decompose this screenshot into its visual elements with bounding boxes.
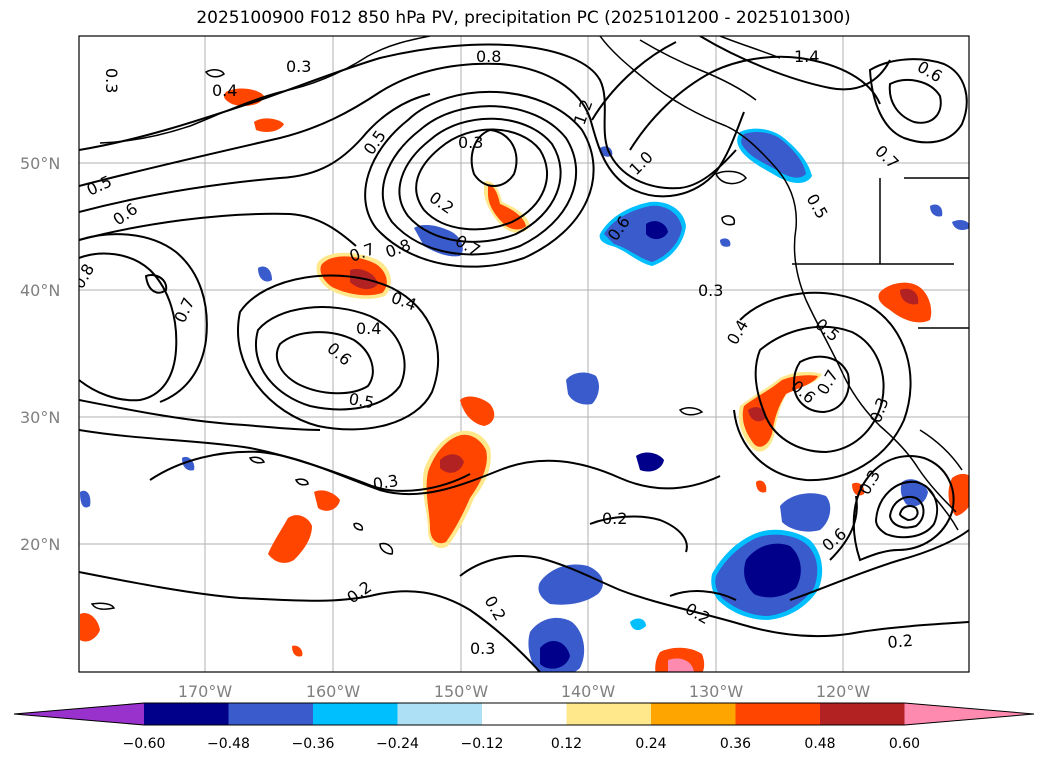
- colorbar-tick-label: 0.48: [804, 736, 835, 752]
- colorbar-bin: [397, 703, 482, 725]
- colorbar-extend-min: [14, 703, 144, 725]
- map-panel: [79, 36, 969, 672]
- colorbar-tick-label: −0.48: [207, 736, 250, 752]
- lat-label-40n: 40°N: [20, 281, 60, 300]
- contour-label: 0.8: [476, 47, 501, 66]
- colorbar-bin: [313, 703, 398, 725]
- colorbar-tick-label: 0.24: [635, 736, 666, 752]
- lon-label-170w: 170°W: [178, 682, 233, 701]
- contour-label: 0.4: [212, 81, 237, 100]
- lon-label-150w: 150°W: [434, 682, 489, 701]
- graticule: [79, 36, 969, 672]
- colorbar-tick-label: −0.12: [461, 736, 504, 752]
- contour-label: 0.2: [887, 631, 914, 652]
- lon-label-160w: 160°W: [306, 682, 361, 701]
- colorbar-bin: [566, 703, 651, 725]
- lon-label-130w: 130°W: [689, 682, 744, 701]
- lat-label-50n: 50°N: [20, 154, 60, 173]
- contour-label: 0.3: [371, 471, 399, 494]
- coastlines: [90, 36, 969, 610]
- colorbar-tick-label: 0.60: [889, 736, 920, 752]
- colorbar-bin: [735, 703, 820, 725]
- colorbar-tick-label: 0.36: [720, 736, 751, 752]
- lon-label-140w: 140°W: [561, 682, 616, 701]
- colorbar-bin: [820, 703, 905, 725]
- contour-label: 0.3: [286, 57, 311, 76]
- map-frame: [78, 35, 970, 673]
- precip-positive-anomaly: [80, 88, 969, 672]
- colorbar: −0.60 −0.48 −0.36 −0.24 −0.12 0.12 0.24 …: [13, 702, 1035, 752]
- contour-label: 0.3: [698, 281, 723, 300]
- colorbar-bin: [651, 703, 736, 725]
- contour-label: 0.2: [602, 509, 627, 528]
- colorbar-tick-label: 0.12: [551, 736, 582, 752]
- colorbar-extend-max: [904, 703, 1034, 725]
- lat-label-20n: 20°N: [20, 535, 60, 554]
- pv-contours: [79, 36, 969, 672]
- map-title: 2025100900 F012 850 hPa PV, precipitatio…: [196, 8, 851, 28]
- colorbar-tick-label: −0.24: [376, 736, 419, 752]
- lon-label-120w: 120°W: [816, 682, 871, 701]
- colorbar-bin: [482, 703, 567, 725]
- colorbar-tick-labels: −0.60 −0.48 −0.36 −0.24 −0.12 0.12 0.24 …: [123, 736, 921, 752]
- contour-label: 0.3: [102, 68, 121, 93]
- contour-label: 1.4: [794, 47, 819, 66]
- colorbar-outline: [13, 702, 1035, 726]
- colorbar-bin: [144, 703, 229, 725]
- contour-label: 0.5: [347, 389, 375, 412]
- longitude-labels: 170°W 160°W 150°W 140°W 130°W 120°W: [178, 682, 871, 701]
- latitude-labels: 50°N 40°N 30°N 20°N: [20, 154, 60, 554]
- lat-label-30n: 30°N: [20, 408, 60, 427]
- colorbar-tick-label: −0.36: [292, 736, 335, 752]
- contour-label: 0.4: [356, 319, 381, 338]
- colorbar-bin: [228, 703, 313, 725]
- contour-label: 0.3: [470, 639, 495, 658]
- contour-label: 0.3: [458, 133, 483, 152]
- colorbar-tick-label: −0.60: [123, 736, 166, 752]
